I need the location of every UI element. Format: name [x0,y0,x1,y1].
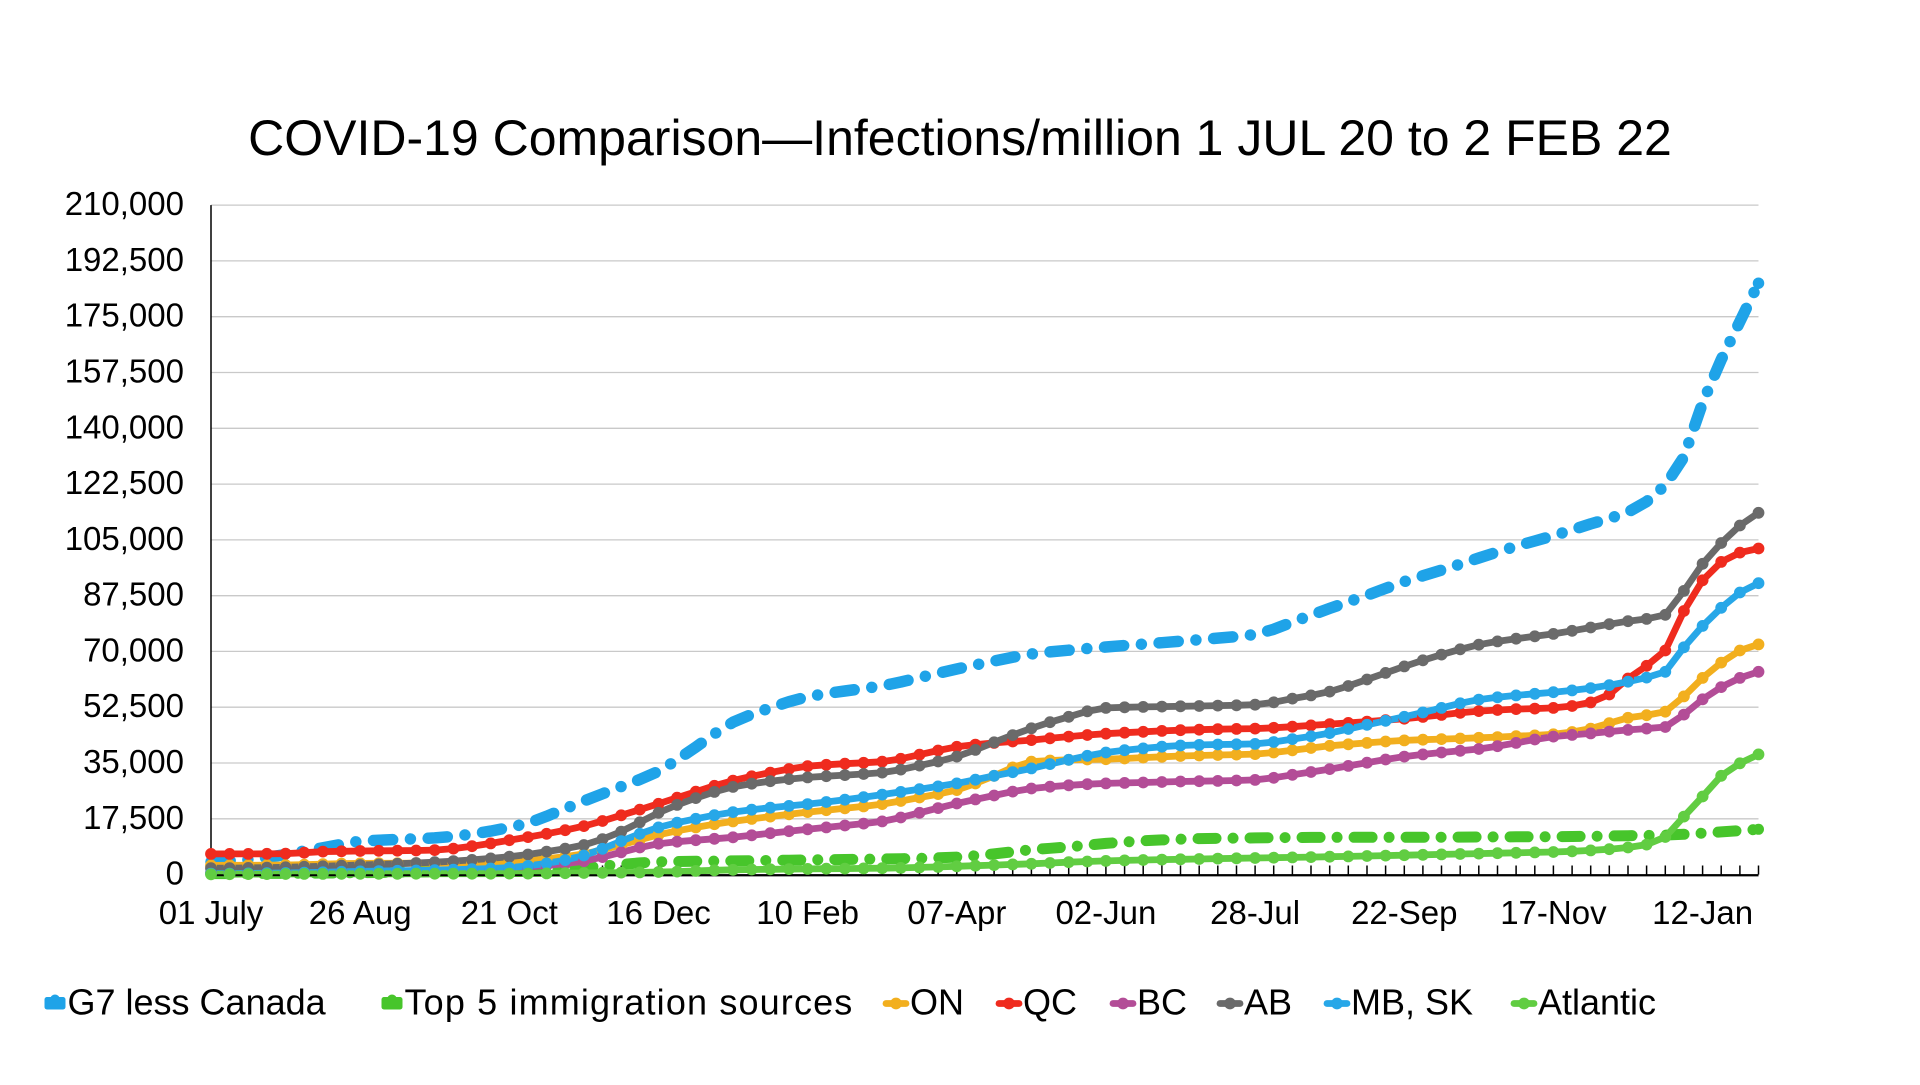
svg-text:Atlantic: Atlantic [1538,982,1656,1023]
svg-text:12-Jan: 12-Jan [1652,894,1753,931]
svg-text:21 Oct: 21 Oct [461,894,558,931]
svg-text:70,000: 70,000 [83,631,184,668]
svg-text:10 Feb: 10 Feb [756,894,859,931]
svg-text:07-Apr: 07-Apr [907,894,1006,931]
svg-text:COVID-19 Comparison—Infections: COVID-19 Comparison—Infections/million 1… [248,110,1672,166]
svg-text:0: 0 [166,855,184,892]
svg-text:17-Nov: 17-Nov [1500,894,1607,931]
svg-text:AB: AB [1244,982,1292,1023]
svg-text:16 Dec: 16 Dec [606,894,711,931]
svg-text:MB, SK: MB, SK [1351,982,1473,1023]
svg-text:G7 less Canada: G7 less Canada [68,982,327,1023]
svg-text:52,500: 52,500 [83,687,184,724]
svg-text:28-Jul: 28-Jul [1210,894,1300,931]
svg-text:175,000: 175,000 [65,297,184,334]
svg-text:QC: QC [1023,982,1077,1023]
svg-text:Top 5 immigration sources: Top 5 immigration sources [405,982,854,1023]
svg-text:01 July: 01 July [159,894,264,931]
svg-text:ON: ON [910,982,964,1023]
svg-text:140,000: 140,000 [65,408,184,445]
svg-text:105,000: 105,000 [65,520,184,557]
svg-text:17,500: 17,500 [83,799,184,836]
svg-text:157,500: 157,500 [65,353,184,390]
svg-text:26 Aug: 26 Aug [309,894,412,931]
svg-text:192,500: 192,500 [65,241,184,278]
svg-text:87,500: 87,500 [83,576,184,613]
svg-text:122,500: 122,500 [65,464,184,501]
svg-text:02-Jun: 02-Jun [1055,894,1156,931]
svg-text:22-Sep: 22-Sep [1351,894,1457,931]
svg-text:210,000: 210,000 [65,185,184,222]
svg-text:BC: BC [1137,982,1187,1023]
svg-text:35,000: 35,000 [83,743,184,780]
